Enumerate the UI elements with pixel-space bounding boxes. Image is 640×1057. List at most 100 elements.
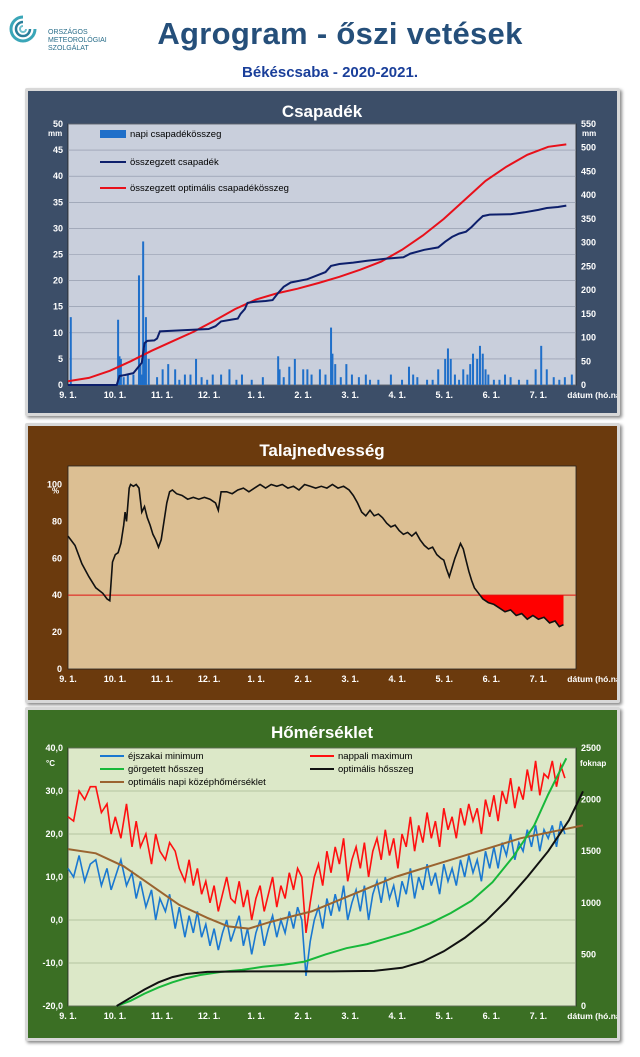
x-tick-label: 5. 1. (436, 390, 454, 400)
precip-bar (517, 379, 520, 385)
precip-bar (570, 374, 573, 385)
x-tick-label: 10. 1. (104, 1011, 127, 1021)
y-tick-label-left: 20,0 (45, 829, 63, 839)
y-tick-label: 20 (52, 627, 62, 637)
precip-bar (526, 379, 529, 385)
page-subtitle: Békéscsaba - 2020-2021. (242, 64, 418, 81)
y-tick-label-right: 100 (581, 333, 596, 343)
precip-bar (144, 317, 147, 385)
logo-line-2: METEOROLÓGIAI (48, 37, 107, 44)
page-title: Agrogram - őszi vetések (157, 16, 523, 51)
y-tick-label-left: 20 (53, 276, 63, 286)
precip-bar (142, 241, 145, 385)
y-tick-label-left: 10,0 (45, 872, 63, 882)
logo-text: ORSZÁGOS METEOROLÓGIAI SZOLGÁLAT (48, 29, 107, 53)
y-tick-label: 80 (52, 516, 62, 526)
precip-bar (449, 358, 452, 385)
precip-bar (377, 379, 380, 385)
precip-bar (140, 374, 143, 385)
y-tick-label-right: 2000 (581, 795, 601, 805)
precip-bar (466, 374, 469, 385)
precip-bar (558, 379, 561, 385)
precip-bar (472, 353, 475, 385)
soil-moisture-panel: Talajnedvesség 9. 1. 10. 1. 11. 1. 12. 1. 1. … (25, 423, 620, 703)
precip-bar (139, 364, 142, 385)
precip-bar (498, 379, 501, 385)
precip-bar (183, 374, 186, 385)
precip-bar (282, 377, 285, 385)
precip-bar (339, 377, 342, 385)
precip-bar (478, 345, 481, 385)
y-tick-label-right: 500 (581, 949, 596, 959)
precip-bar (137, 275, 140, 385)
x-tick-label: 11. 1. (151, 1011, 173, 1021)
x-tick-label: 10. 1. (104, 390, 127, 400)
x-tick-label: 11. 1. (151, 390, 173, 400)
legend-label-cum-precip: összegzett csapadék (130, 157, 219, 168)
y-tick-label-left: 15 (53, 302, 63, 312)
y-tick-label-left: -10,0 (42, 958, 63, 968)
x-tick-label: 9. 1. (59, 390, 77, 400)
chart-title: Hőmérséklet (271, 723, 373, 742)
y-tick-label-right: 200 (581, 285, 596, 295)
x-tick-label: 1. 1. (247, 390, 265, 400)
header: ORSZÁGOS METEOROLÓGIAI SZOLGÁLAT Agrogra… (0, 0, 640, 85)
y-tick-label-right: 500 (581, 143, 596, 153)
y-tick-label-left: 30 (53, 223, 63, 233)
temperature-chart: Hőmérséklet 9. 1. 10. 1. 11. 1. 12. 1. 1. 1. 2… (42, 723, 617, 1021)
legend-label-day-max: nappali maximum (338, 751, 413, 762)
optimal-precip-line (67, 143, 567, 383)
x-tick-label: 4. 1. (389, 1011, 407, 1021)
precipitation-chart: Csapadék 9. 1. 10. 1. 11. 1. 12. 1. 1. 1. 2. 1… (48, 102, 617, 400)
y-tick-label-left: 0 (58, 380, 63, 390)
precip-bar (306, 369, 309, 385)
precip-bar (69, 317, 72, 385)
precip-bar (453, 374, 456, 385)
precip-bar (195, 358, 198, 385)
y-tick-label: 100 (47, 479, 62, 489)
precip-bar (469, 364, 472, 385)
optimal-gdd-line (116, 790, 584, 1007)
precip-bar (235, 379, 238, 385)
x-tick-label: 7. 1. (530, 1011, 548, 1021)
precip-bar (310, 374, 313, 385)
precip-bar (156, 377, 159, 385)
precip-bar (431, 379, 434, 385)
precip-bar (318, 369, 321, 385)
night-min-line (67, 820, 566, 976)
y-axis-label: % (52, 487, 59, 496)
precip-bar (117, 319, 120, 385)
precip-bar (407, 366, 410, 385)
precip-bar (206, 379, 209, 385)
y-tick-label-left: 0,0 (50, 915, 63, 925)
precip-bar (458, 379, 461, 385)
y-tick-label-right: 0 (581, 380, 586, 390)
x-tick-label: 5. 1. (436, 1011, 454, 1021)
x-tick-label: 2. 1. (294, 390, 312, 400)
precip-bar (132, 374, 135, 385)
y-tick-label-right: 350 (581, 214, 596, 224)
legend-label-daily-precip: napi csapadékösszeg (130, 129, 221, 140)
precip-bar (302, 369, 305, 385)
temperature-panel: Hőmérséklet 9. 1. 10. 1. 11. 1. 12. 1. 1. 1. 2… (25, 707, 620, 1041)
y-tick-label-right: 450 (581, 166, 596, 176)
precip-bar (446, 348, 449, 385)
precip-bar (357, 377, 360, 385)
y-tick-label-right: 1500 (581, 846, 601, 856)
precip-bar (364, 374, 367, 385)
precip-bar (540, 345, 543, 385)
y-tick-label-right: 2500 (581, 743, 601, 753)
x-tick-label: 10. 1. (104, 674, 127, 684)
x-tick-label: 6. 1. (483, 1011, 501, 1021)
y-tick-label-right: 250 (581, 261, 596, 271)
legend-swatch-bars (100, 130, 126, 138)
y-axis-label-right: foknap (580, 759, 606, 768)
precip-bar (240, 374, 243, 385)
precip-bar (534, 369, 537, 385)
x-tick-label: 12. 1. (198, 674, 221, 684)
precip-bar (126, 374, 129, 385)
x-axis-label: dátum (hó.nap) (567, 674, 617, 684)
precip-bar (178, 379, 181, 385)
precip-bar (476, 358, 479, 385)
y-tick-label-right: 50 (581, 356, 591, 366)
